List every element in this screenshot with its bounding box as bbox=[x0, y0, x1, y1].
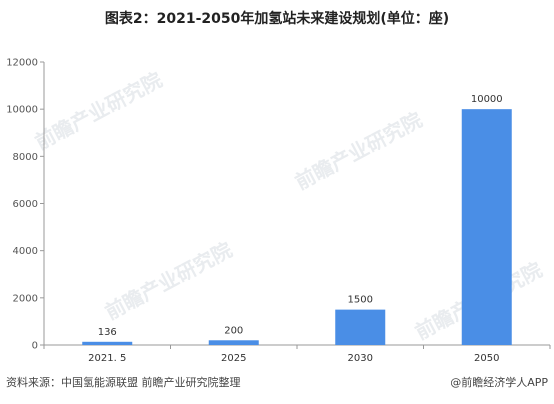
x-tick-label: 2050 bbox=[474, 353, 499, 364]
y-tick-label: 6000 bbox=[13, 199, 38, 210]
y-tick-label: 8000 bbox=[13, 152, 38, 163]
y-tick-label: 4000 bbox=[13, 246, 38, 257]
bar-series bbox=[82, 109, 512, 346]
chart-labels: 136 2021. 5 200 2025 1500 2030 10000 2050 bbox=[88, 94, 502, 364]
data-label: 1500 bbox=[348, 295, 373, 306]
bar-2030 bbox=[335, 309, 386, 345]
y-tick-label: 12000 bbox=[6, 58, 38, 69]
source-note: 资料来源：中国氢能源联盟 前瞻产业研究院整理 bbox=[6, 376, 241, 389]
x-tick-label: 2021. 5 bbox=[88, 353, 126, 364]
watermark-text: 前瞻产业研究院 bbox=[101, 237, 236, 324]
chart-title: 图表2：2021-2050年加氢站未来建设规划(单位：座) bbox=[104, 11, 450, 27]
data-label: 136 bbox=[98, 327, 117, 338]
x-tick-label: 2025 bbox=[221, 353, 246, 364]
y-tick-label: 10000 bbox=[6, 105, 38, 116]
y-tick-label: 2000 bbox=[13, 293, 38, 304]
bar-20215 bbox=[82, 341, 133, 345]
watermark-text: 前瞻产业研究院 bbox=[291, 107, 426, 194]
y-tick-label: 0 bbox=[32, 341, 38, 352]
x-tick-label: 2030 bbox=[348, 353, 373, 364]
bar-2025 bbox=[208, 340, 259, 345]
brand-note: @前瞻经济学人APP bbox=[450, 376, 548, 389]
data-label: 200 bbox=[224, 325, 243, 336]
bar-2050 bbox=[461, 109, 512, 346]
data-label: 10000 bbox=[471, 94, 503, 105]
watermark-text: 前瞻产业研究院 bbox=[31, 67, 166, 154]
